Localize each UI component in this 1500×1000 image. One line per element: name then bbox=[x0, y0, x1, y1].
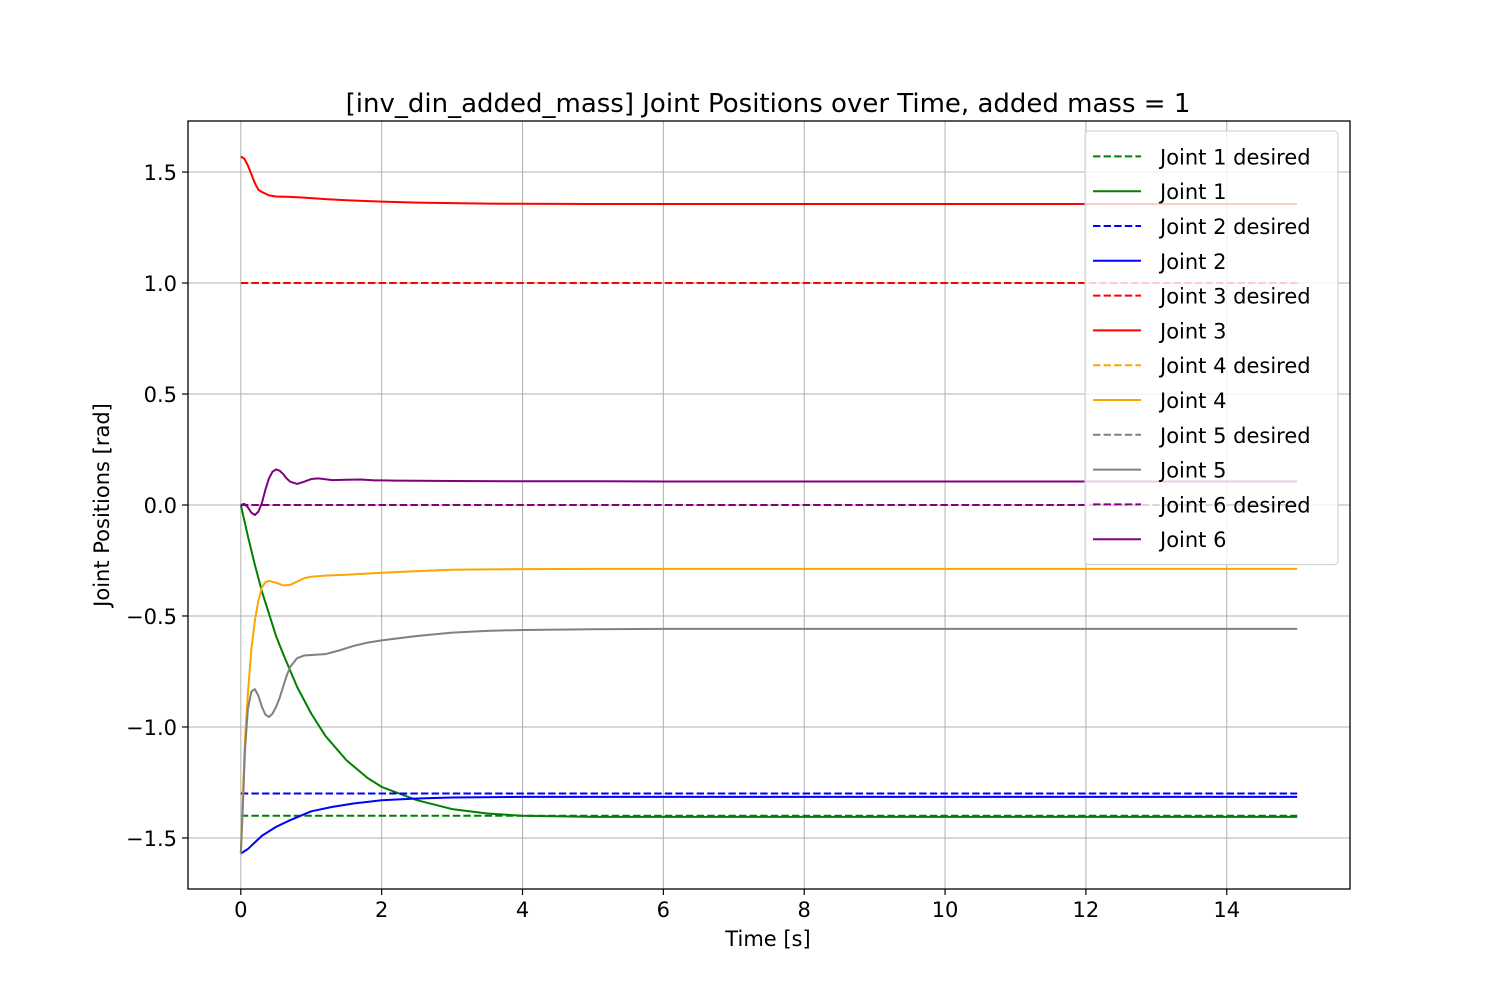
legend-label: Joint 4 bbox=[1158, 389, 1226, 413]
y-tick-label: −0.5 bbox=[126, 605, 177, 629]
legend-label: Joint 5 bbox=[1158, 459, 1226, 483]
series-line-8 bbox=[239, 567, 1298, 854]
x-tick-label: 12 bbox=[1073, 898, 1100, 922]
series-layer bbox=[239, 155, 1298, 855]
x-tick-label: 2 bbox=[375, 898, 388, 922]
x-axis-label: Time [s] bbox=[724, 927, 810, 951]
y-tick-label: −1.0 bbox=[126, 716, 177, 740]
y-axis-label: Joint Positions [rad] bbox=[90, 403, 114, 609]
legend-label: Joint 4 desired bbox=[1158, 354, 1311, 378]
legend-label: Joint 1 bbox=[1158, 180, 1226, 204]
series-line-2 bbox=[239, 504, 1298, 818]
series-line-10 bbox=[239, 627, 1298, 854]
x-tick-label: 4 bbox=[516, 898, 529, 922]
y-tick-label: 1.0 bbox=[144, 272, 177, 296]
legend: Joint 1 desired Joint 1 Joint 2 desired Joi… bbox=[1084, 130, 1339, 566]
legend-label: Joint 6 desired bbox=[1158, 493, 1311, 517]
legend-label: Joint 2 desired bbox=[1158, 215, 1311, 239]
legend-label: Joint 2 bbox=[1158, 250, 1226, 274]
x-tick-label: 6 bbox=[657, 898, 670, 922]
legend-label: Joint 1 desired bbox=[1158, 145, 1311, 169]
series-line-12 bbox=[240, 468, 1298, 516]
series-line-6 bbox=[240, 155, 1298, 206]
x-tick-label: 0 bbox=[234, 898, 247, 922]
x-tick-label: 10 bbox=[932, 898, 959, 922]
legend-label: Joint 6 bbox=[1158, 528, 1226, 552]
y-tick-label: −1.5 bbox=[126, 827, 177, 851]
y-tick-label: 0.5 bbox=[144, 383, 177, 407]
legend-label: Joint 3 desired bbox=[1158, 285, 1311, 309]
legend-box bbox=[1084, 130, 1339, 566]
x-tick-label: 8 bbox=[798, 898, 811, 922]
y-tick-label: 1.5 bbox=[144, 161, 177, 185]
legend-label: Joint 3 bbox=[1158, 319, 1226, 343]
plot-frame bbox=[187, 120, 1351, 890]
legend-label: Joint 5 desired bbox=[1158, 424, 1311, 448]
y-tick-label: 0.0 bbox=[144, 494, 177, 518]
x-tick-label: 14 bbox=[1213, 898, 1240, 922]
ticks: 0 2 4 6 8 10 12 14 1.5 1.0 0.5 0.0 −0.5 −1.0 −1.5 bbox=[126, 161, 1240, 922]
chart-title: [inv_din_added_mass] Joint Positions ove… bbox=[346, 89, 1191, 119]
series-line-4 bbox=[240, 795, 1298, 855]
